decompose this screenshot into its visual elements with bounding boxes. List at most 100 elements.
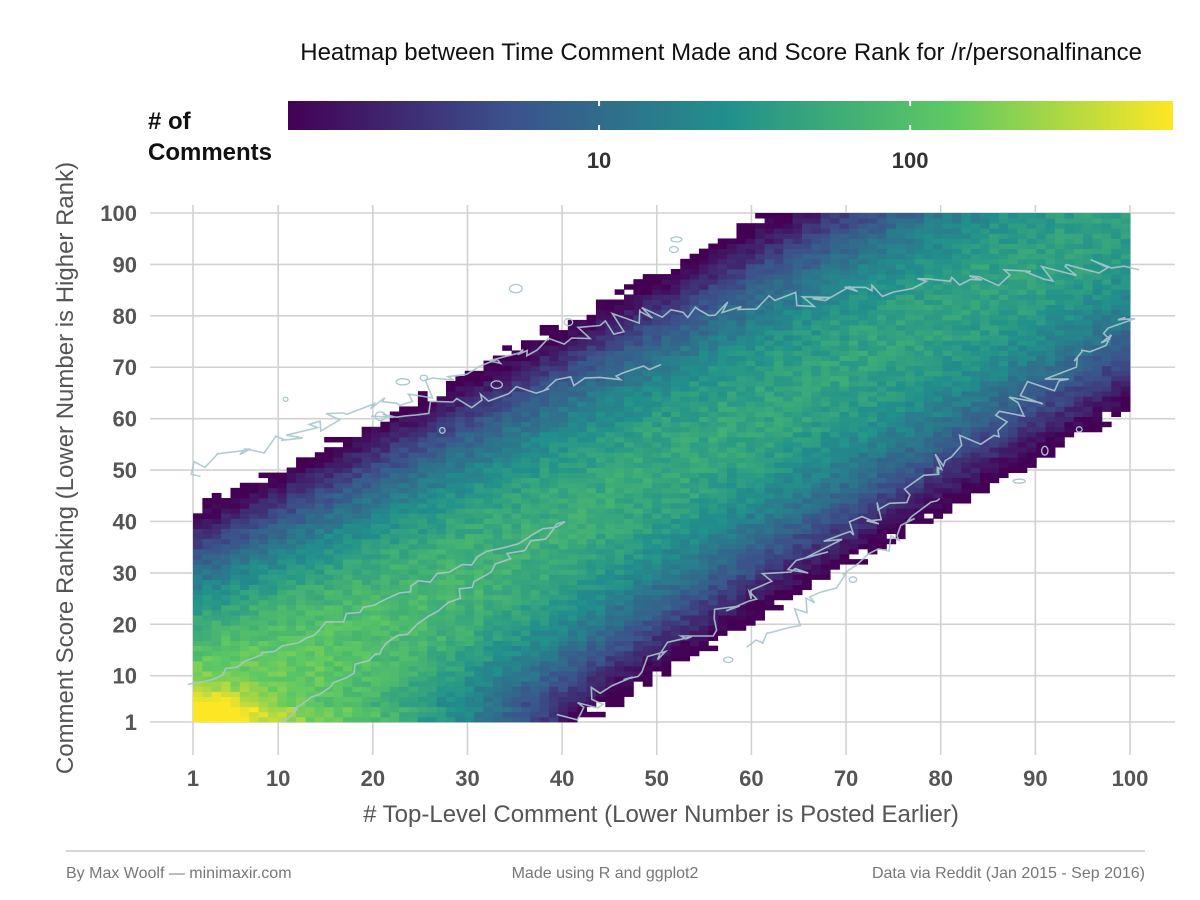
heatmap-cell bbox=[436, 498, 447, 504]
heatmap-cell bbox=[417, 630, 428, 636]
heatmap-cell bbox=[736, 543, 747, 550]
heatmap-cell bbox=[717, 421, 728, 428]
heatmap-cell bbox=[324, 615, 334, 621]
heatmap-cell bbox=[445, 650, 456, 657]
heatmap-cell bbox=[624, 391, 634, 397]
heatmap-cell bbox=[389, 523, 400, 529]
heatmap-cell bbox=[567, 477, 578, 484]
heatmap-cell bbox=[408, 492, 419, 499]
heatmap-cell bbox=[830, 330, 840, 336]
heatmap-cell bbox=[773, 380, 784, 387]
heatmap-cell bbox=[333, 548, 344, 555]
heatmap-cell bbox=[530, 640, 541, 647]
heatmap-cell bbox=[239, 645, 250, 652]
heatmap-cell bbox=[427, 579, 438, 585]
heatmap-cell bbox=[361, 467, 372, 473]
heatmap-cell bbox=[652, 620, 662, 626]
heatmap-cell bbox=[614, 335, 625, 341]
heatmap-cell bbox=[483, 691, 494, 697]
heatmap-cell bbox=[483, 431, 494, 438]
heatmap-cell bbox=[567, 640, 578, 647]
heatmap-cell bbox=[445, 477, 456, 484]
heatmap-cell bbox=[483, 503, 494, 509]
heatmap-cell bbox=[474, 625, 484, 631]
heatmap-cell bbox=[371, 711, 381, 718]
heatmap-cell bbox=[427, 564, 438, 570]
heatmap-cell bbox=[492, 503, 503, 509]
heatmap-cell bbox=[352, 482, 363, 489]
heatmap-cell bbox=[380, 711, 391, 718]
heatmap-cell bbox=[614, 355, 625, 362]
heatmap-cell bbox=[773, 482, 784, 489]
heatmap-cell bbox=[408, 706, 419, 713]
heatmap-cell bbox=[802, 243, 812, 250]
heatmap-cell bbox=[483, 610, 494, 616]
heatmap-cell bbox=[389, 594, 400, 601]
heatmap-cell bbox=[483, 391, 494, 397]
heatmap-cell bbox=[661, 574, 672, 580]
heatmap-cell bbox=[474, 386, 484, 392]
heatmap-cell bbox=[727, 498, 737, 504]
heatmap-cell bbox=[830, 274, 840, 280]
heatmap-cell bbox=[698, 294, 709, 300]
heatmap-cell bbox=[539, 615, 550, 621]
heatmap-cell bbox=[839, 452, 850, 458]
heatmap-cell bbox=[652, 564, 662, 570]
heatmap-cell bbox=[661, 462, 672, 468]
heatmap-cell bbox=[698, 492, 709, 499]
heatmap-cell bbox=[464, 518, 475, 524]
heatmap-cell bbox=[239, 655, 250, 662]
heatmap-cell bbox=[680, 279, 691, 285]
heatmap-cell bbox=[605, 538, 616, 545]
heatmap-cell bbox=[633, 477, 644, 484]
heatmap-cell bbox=[492, 457, 503, 463]
heatmap-cell bbox=[642, 375, 653, 382]
heatmap-cell bbox=[727, 584, 737, 591]
heatmap-cell bbox=[511, 375, 522, 382]
heatmap-cell bbox=[483, 406, 494, 412]
heatmap-cell bbox=[314, 467, 325, 473]
heatmap-cell bbox=[417, 528, 428, 535]
heatmap-cell bbox=[586, 620, 597, 626]
heatmap-cell bbox=[417, 457, 428, 463]
heatmap-cell bbox=[633, 518, 644, 524]
heatmap-cell bbox=[483, 386, 494, 392]
heatmap-cell bbox=[708, 533, 719, 540]
heatmap-cell bbox=[408, 584, 419, 591]
heatmap-cell bbox=[314, 543, 325, 550]
heatmap-cell bbox=[736, 528, 747, 535]
heatmap-cell bbox=[342, 472, 353, 479]
heatmap-cell bbox=[427, 696, 438, 703]
heatmap-cell bbox=[680, 309, 691, 316]
heatmap-cell bbox=[670, 457, 681, 463]
heatmap-cell bbox=[408, 406, 419, 412]
heatmap-cell bbox=[567, 650, 578, 657]
heatmap-cell bbox=[848, 243, 859, 250]
heatmap-cell bbox=[839, 391, 850, 397]
heatmap-cell bbox=[605, 492, 616, 499]
heatmap-cell bbox=[277, 589, 288, 596]
heatmap-cell bbox=[867, 314, 878, 321]
heatmap-cell bbox=[267, 564, 278, 570]
heatmap-cell bbox=[342, 655, 353, 662]
heatmap-cell bbox=[408, 660, 419, 667]
heatmap-cell bbox=[577, 365, 587, 372]
heatmap-cell bbox=[539, 696, 550, 703]
heatmap-cell bbox=[689, 599, 700, 606]
heatmap-cell bbox=[371, 604, 381, 611]
heatmap-cell bbox=[727, 548, 737, 555]
heatmap-cell bbox=[530, 610, 541, 616]
heatmap-cell bbox=[258, 503, 269, 509]
heatmap-cell bbox=[277, 533, 288, 540]
heatmap-cell bbox=[520, 625, 531, 631]
heatmap-cell bbox=[624, 660, 634, 667]
heatmap-cell bbox=[792, 472, 803, 479]
heatmap-cell bbox=[436, 431, 447, 438]
heatmap-cell bbox=[230, 559, 241, 565]
heatmap-cell bbox=[239, 513, 250, 519]
heatmap-cell bbox=[249, 492, 259, 499]
heatmap-cell bbox=[361, 645, 372, 652]
heatmap-cell bbox=[755, 426, 765, 433]
heatmap-cell bbox=[736, 472, 747, 479]
heatmap-cell bbox=[670, 421, 681, 428]
